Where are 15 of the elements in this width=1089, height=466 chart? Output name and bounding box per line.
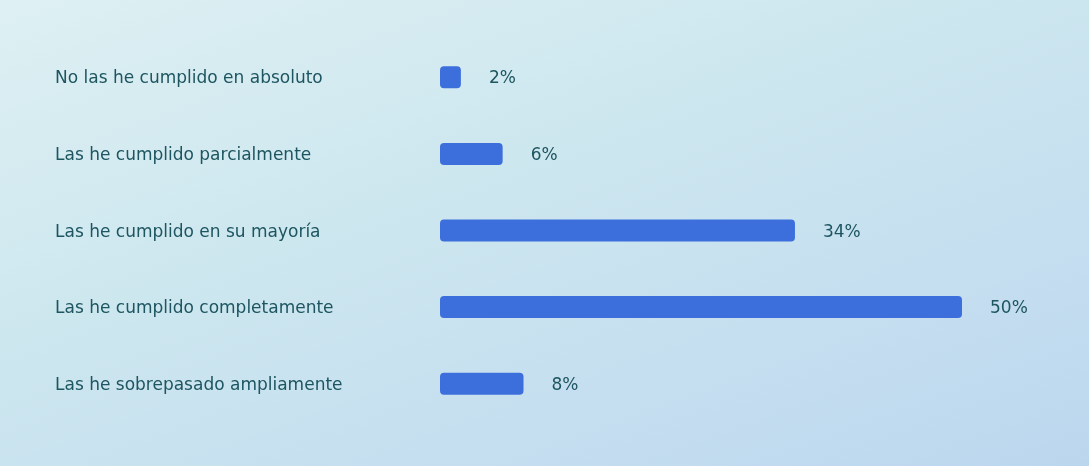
y-tick-label: Las he cumplido parcialmente <box>55 143 312 164</box>
bar <box>440 372 524 395</box>
bar <box>440 219 795 242</box>
data-label: 2% <box>488 67 516 88</box>
y-tick-label: Las he sobrepasado ampliamente <box>55 373 343 394</box>
bar <box>440 66 461 89</box>
data-label: 8% <box>551 373 579 394</box>
data-label: 50% <box>990 297 1028 318</box>
y-tick-label: Las he cumplido en su mayoría <box>55 220 321 241</box>
data-label: 34% <box>822 220 861 241</box>
data-label: 6% <box>530 143 558 164</box>
bar <box>440 296 962 319</box>
y-tick-label: No las he cumplido en absoluto <box>55 67 323 88</box>
bar <box>440 142 503 165</box>
y-tick-label: Las he cumplido completamente <box>55 297 334 318</box>
